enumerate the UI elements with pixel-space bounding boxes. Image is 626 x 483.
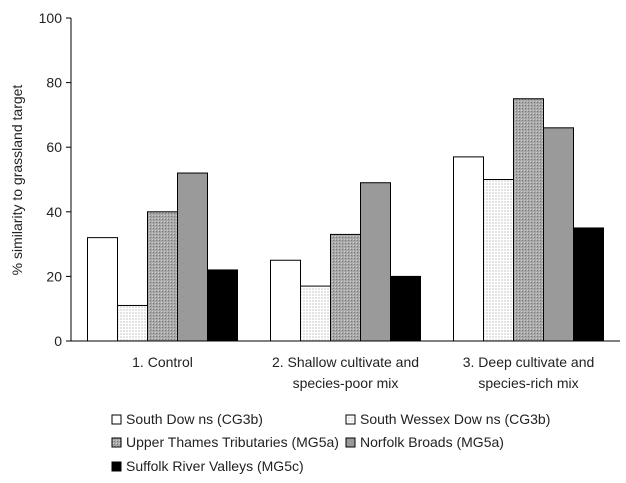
- bar: [87, 237, 118, 342]
- axes: [70, 18, 620, 342]
- x-category-label: 3. Deep cultivate and: [463, 354, 595, 370]
- bar: [390, 275, 421, 342]
- legend-swatch: [111, 437, 122, 448]
- bar: [117, 304, 148, 342]
- y-tick-label: 60: [46, 139, 62, 155]
- x-category-label: species-poor mix: [293, 375, 399, 391]
- category-labels: 1. Control 2. Shallow cultivate and specie…: [132, 354, 594, 391]
- x-category-label: 2. Shallow cultivate and: [272, 354, 419, 370]
- bar: [483, 179, 514, 342]
- bar: [207, 269, 238, 342]
- x-category-label: 1. Control: [132, 354, 193, 370]
- y-tick-label: 100: [39, 10, 63, 26]
- bar: [147, 211, 178, 342]
- bar: [543, 127, 574, 342]
- bar: [513, 98, 544, 342]
- legend-swatch: [111, 461, 122, 472]
- bar: [270, 259, 301, 342]
- legend-swatch: [345, 414, 356, 425]
- legend-swatch: [111, 414, 122, 425]
- bar: [573, 227, 604, 342]
- legend-label: South Dow ns (CG3b): [126, 411, 263, 427]
- bar: [360, 182, 391, 342]
- y-axis-title: % similarity to grassland target: [9, 85, 25, 276]
- bars: [87, 98, 604, 342]
- bar: [330, 233, 361, 342]
- bar: [300, 285, 331, 342]
- legend-label: Upper Thames Tributaries (MG5a): [126, 434, 339, 450]
- y-tick-label: 80: [46, 75, 62, 91]
- legend: South Dow ns (CG3b) South Wessex Dow ns (…: [111, 411, 550, 474]
- x-category-label: species-rich mix: [478, 375, 578, 391]
- y-tick-label: 20: [46, 268, 62, 284]
- bar: [453, 156, 484, 342]
- y-tick-label: 0: [54, 333, 62, 349]
- legend-label: South Wessex Dow ns (CG3b): [360, 411, 550, 427]
- legend-swatch: [345, 437, 356, 448]
- y-tick-label: 40: [46, 204, 62, 220]
- legend-label: Norfolk Broads (MG5a): [360, 434, 504, 450]
- y-axis-ticks: 0 20 40 60 80 100: [39, 10, 71, 349]
- legend-label: Suffolk River Valleys (MG5c): [126, 458, 304, 474]
- bar: [177, 172, 208, 342]
